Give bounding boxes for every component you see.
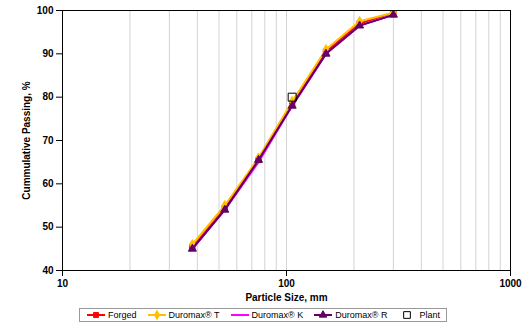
html-text:Plant: Plant	[419, 310, 440, 320]
svg-text:50: 50	[42, 221, 54, 232]
svg-text:80: 80	[42, 91, 54, 102]
svg-text:90: 90	[42, 48, 54, 59]
svg-text:Particle Size, mm: Particle Size, mm	[245, 292, 327, 303]
html-text:Forged: Forged	[108, 310, 137, 320]
svg-text:70: 70	[42, 135, 54, 146]
svg-text:40: 40	[42, 265, 54, 276]
html-text:Duromax® T: Duromax® T	[168, 310, 220, 320]
html-text:Duromax® K: Duromax® K	[251, 310, 304, 320]
svg-text:1000: 1000	[499, 278, 522, 289]
html-text:Duromax® R: Duromax® R	[335, 310, 388, 320]
svg-text:Cummulative Passing, %: Cummulative Passing, %	[21, 81, 32, 199]
svg-text:60: 60	[42, 178, 54, 189]
svg-text:100: 100	[37, 5, 54, 16]
svg-text:100: 100	[278, 278, 295, 289]
svg-text:10: 10	[57, 278, 69, 289]
